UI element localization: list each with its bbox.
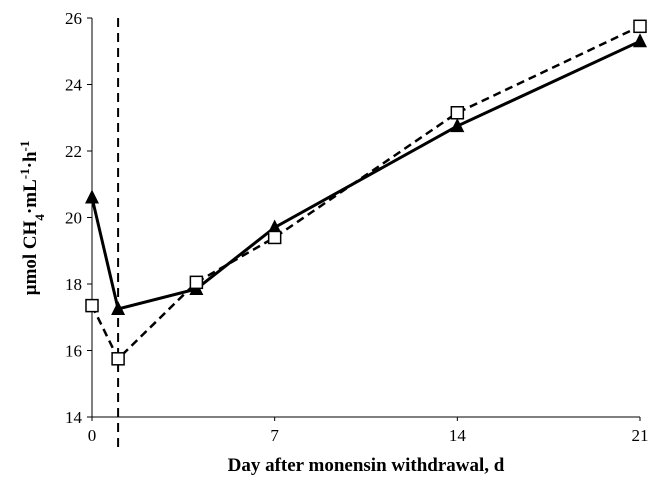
y-axis-title-part: 4 [32, 214, 47, 221]
y-axis-title-part: ·mL [20, 179, 41, 214]
x-tick-label: 7 [270, 426, 279, 445]
x-tick-label: 21 [632, 426, 649, 445]
y-axis-title: µmol CH4·mL-1·h-1 [17, 141, 47, 296]
y-tick-label: 14 [65, 408, 83, 427]
marker [85, 298, 99, 313]
series-line [90, 39, 641, 311]
y-axis-title-part: µmol CH [20, 220, 41, 295]
marker [633, 19, 647, 34]
y-tick-label: 20 [65, 209, 82, 228]
marker [111, 352, 125, 366]
marker [633, 33, 647, 48]
marker [85, 189, 99, 204]
y-axis-title-part: -1 [17, 168, 32, 179]
marker [267, 230, 282, 245]
y-axis-title-part: -1 [17, 141, 32, 152]
x-axis-title: Day after monensin withdrawal, d [228, 455, 505, 476]
y-axis-title-part: ·h [20, 151, 41, 168]
marker [450, 106, 465, 120]
marker [267, 219, 282, 234]
marker [111, 300, 126, 315]
marker [450, 118, 465, 133]
y-tick-label: 22 [65, 142, 82, 161]
marker [189, 275, 204, 290]
y-tick-label: 16 [65, 342, 82, 361]
y-tick-label: 26 [65, 9, 82, 28]
series-line [90, 25, 641, 361]
y-tick-label: 18 [65, 275, 82, 294]
x-tick-label: 0 [88, 426, 97, 445]
x-tick-label: 14 [449, 426, 467, 445]
y-tick-label: 24 [65, 76, 83, 95]
